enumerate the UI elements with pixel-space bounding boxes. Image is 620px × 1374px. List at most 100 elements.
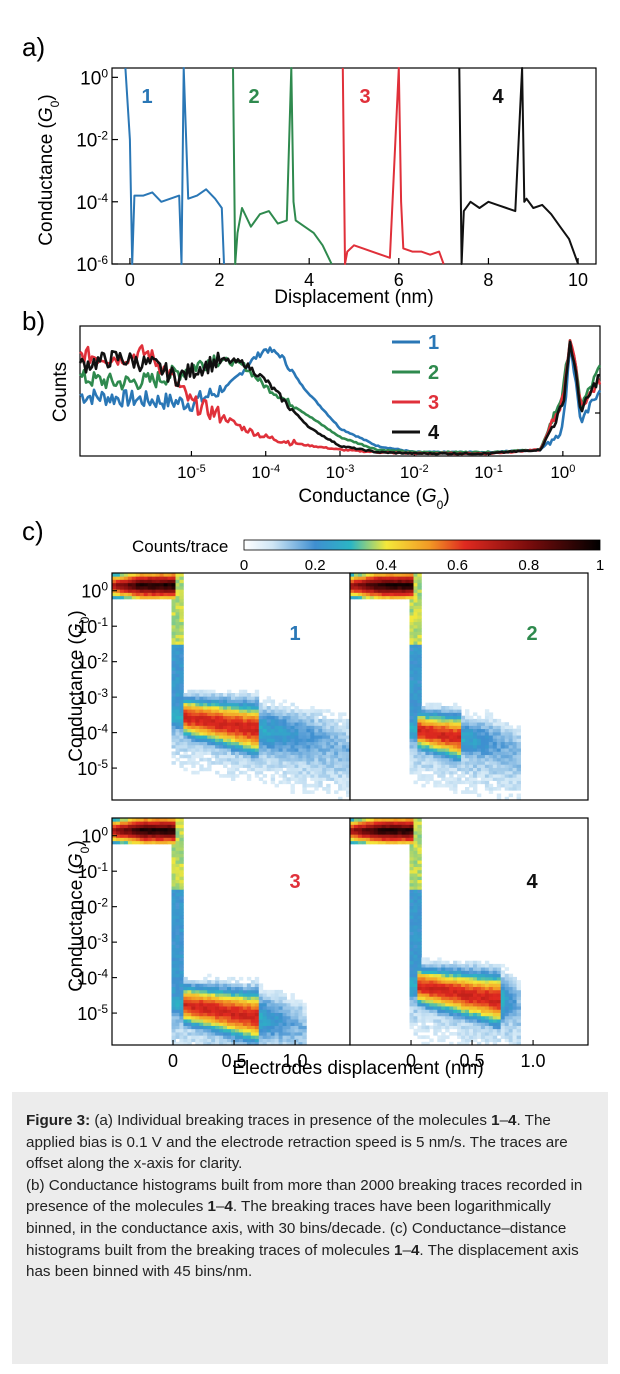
- heatmap-cell: [413, 683, 418, 687]
- heatmap-cell: [476, 967, 482, 971]
- heatmap-cell: [171, 973, 176, 978]
- heatmap-cell: [385, 821, 391, 825]
- heatmap-cell: [183, 725, 188, 730]
- heatmap-cell: [278, 1002, 283, 1007]
- heatmap-cell: [203, 689, 208, 694]
- heatmap-cell: [131, 586, 137, 590]
- heatmap-cell: [476, 780, 482, 785]
- heatmap-cell: [183, 715, 188, 720]
- heatmap-cell: [175, 1015, 180, 1020]
- heatmap-cell: [231, 1006, 236, 1010]
- heatmap-cell: [219, 1032, 224, 1036]
- heatmap-cell: [496, 761, 502, 765]
- heatmap-cell: [286, 999, 291, 1004]
- heatmap-cell: [409, 963, 414, 968]
- heatmap-cell: [274, 993, 279, 997]
- heatmap-cell: [449, 1009, 454, 1013]
- heatmap-cell: [246, 767, 252, 772]
- heatmap-cell: [215, 1038, 220, 1043]
- heatmap-cell: [445, 980, 450, 984]
- heatmap-cell: [381, 589, 387, 593]
- heatmap-cell: [409, 673, 414, 678]
- heatmap-cell: [334, 722, 339, 726]
- heatmap-cell: [310, 741, 315, 746]
- heatmap-cell: [445, 963, 450, 968]
- heatmap-cell: [433, 963, 438, 968]
- panel-a-y-tick-label: 100: [80, 66, 108, 89]
- heatmap-cell: [449, 787, 454, 791]
- heatmap-cell: [417, 947, 422, 952]
- heatmap-cell: [286, 1022, 291, 1026]
- heatmap-cell: [318, 770, 323, 775]
- heatmap-cell: [393, 824, 398, 829]
- heatmap-cell: [294, 1009, 299, 1013]
- heatmap-cell: [123, 834, 129, 838]
- heatmap-cell: [409, 931, 414, 936]
- heatmap-cell: [282, 744, 287, 749]
- heatmap-cell: [231, 735, 236, 739]
- heatmap-cell: [195, 735, 200, 739]
- heatmap-cell: [270, 1041, 276, 1046]
- heatmap-cell: [262, 738, 268, 743]
- heatmap-cell: [199, 731, 204, 736]
- heatmap-cell: [508, 996, 514, 1001]
- heatmap-cell: [417, 873, 422, 877]
- heatmap-cell: [274, 783, 279, 788]
- heatmap-cell: [413, 595, 418, 600]
- heatmap-cell: [334, 728, 339, 733]
- heatmap-cell: [342, 728, 347, 733]
- heatmap-cell: [469, 780, 474, 785]
- heatmap-cell: [258, 725, 264, 730]
- heatmap-cell: [433, 1009, 438, 1013]
- heatmap-cell: [223, 693, 228, 697]
- heatmap-cell: [425, 999, 430, 1004]
- heatmap-cell: [119, 834, 125, 838]
- heatmap-cell: [465, 986, 470, 991]
- heatmap-cell: [417, 928, 422, 932]
- heatmap-cell: [413, 761, 418, 765]
- heatmap-cell: [405, 582, 410, 587]
- heatmap-cell: [278, 715, 283, 720]
- heatmap-cell: [326, 774, 331, 778]
- heatmap-cell: [413, 608, 418, 613]
- heatmap-cell: [227, 999, 232, 1004]
- heatmap-cell: [127, 579, 133, 584]
- heatmap-cell: [171, 983, 176, 988]
- heatmap-cell: [496, 983, 502, 988]
- heatmap-cell: [314, 754, 319, 759]
- heatmap-cell: [171, 827, 176, 832]
- heatmap-cell: [488, 715, 494, 720]
- heatmap-cell: [246, 1009, 252, 1013]
- heatmap-cell: [219, 722, 224, 726]
- heatmap-cell: [246, 976, 252, 981]
- heatmap-cell: [449, 967, 454, 971]
- heatmap-cell: [231, 1022, 236, 1026]
- panel-a-x-tick-label: 4: [304, 270, 314, 290]
- heatmap-cell: [409, 663, 414, 668]
- heatmap-cell: [171, 908, 176, 913]
- heatmap-cell: [135, 831, 141, 835]
- heatmap-cell: [231, 741, 236, 746]
- heatmap-cell: [421, 963, 426, 968]
- heatmap-cell: [235, 1022, 240, 1026]
- heatmap-cell: [417, 624, 422, 629]
- heatmap-cell: [429, 722, 434, 726]
- heatmap-cell: [473, 1022, 478, 1026]
- heatmap-cell: [346, 751, 351, 756]
- heatmap-cell: [469, 1032, 474, 1036]
- heatmap-cell: [250, 999, 256, 1004]
- heatmap-cell: [469, 1019, 474, 1023]
- heatmap-cell: [286, 757, 291, 762]
- heatmap-cell: [512, 1025, 517, 1030]
- heatmap-cell: [207, 722, 212, 726]
- heatmap-cell: [223, 731, 228, 736]
- heatmap-cell: [175, 941, 180, 945]
- heatmap-cell: [310, 738, 315, 743]
- heatmap-cell: [417, 847, 422, 851]
- heatmap-cell: [476, 983, 482, 988]
- heatmap-cell: [441, 761, 446, 765]
- heatmap-cell: [488, 761, 494, 765]
- heatmap-cell: [191, 1012, 196, 1017]
- heatmap-cell: [175, 1002, 180, 1007]
- heatmap-cell: [258, 738, 264, 743]
